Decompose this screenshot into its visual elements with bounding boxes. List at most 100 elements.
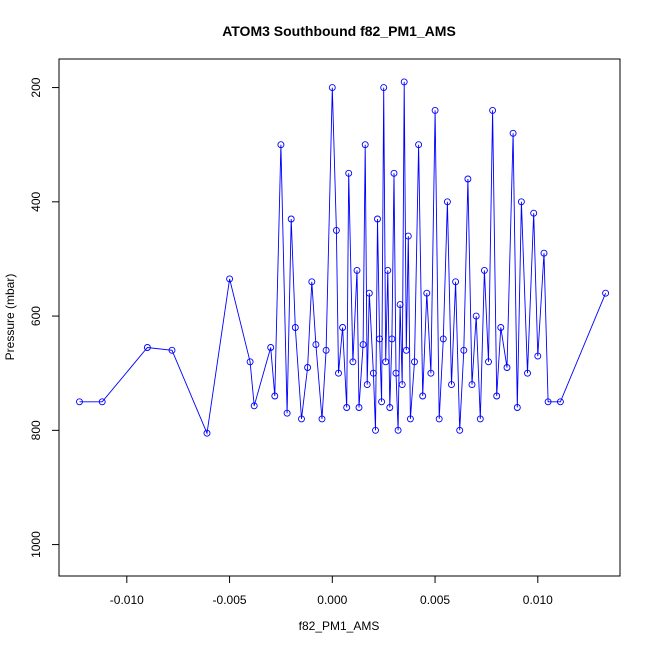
data-point	[443, 198, 451, 206]
data-point	[402, 346, 410, 354]
data-point	[345, 169, 353, 177]
data-point	[277, 141, 285, 149]
data-point	[423, 289, 431, 297]
x-tick-label: 0.000	[317, 593, 347, 607]
data-point	[415, 141, 423, 149]
x-axis-label: f82_PM1_AMS	[299, 619, 380, 633]
y-tick-label: 1000	[29, 531, 43, 558]
data-point	[431, 106, 439, 114]
data-point	[343, 404, 351, 411]
data-point	[359, 341, 367, 349]
data-point	[304, 364, 312, 371]
data-point	[404, 232, 412, 240]
data-point	[369, 369, 377, 377]
data-point	[226, 275, 234, 283]
data-point	[143, 344, 151, 351]
data-point	[376, 335, 384, 343]
data-point	[339, 324, 347, 331]
data-point	[398, 381, 406, 389]
data-point	[298, 415, 305, 423]
data-point	[374, 215, 381, 223]
axes-layer: -0.010 -0.005 0.000 0.005 0.010 200 400 600 800 1…	[29, 77, 553, 607]
data-point	[291, 324, 299, 331]
data-point	[267, 344, 275, 351]
data-point	[464, 175, 472, 183]
data-point	[271, 392, 279, 400]
data-point	[318, 415, 326, 423]
data-point	[388, 335, 396, 343]
chart-title: ATOM3 Southbound f82_PM1_AMS	[222, 23, 456, 39]
data-point	[308, 278, 316, 286]
data-point	[602, 289, 610, 297]
data-point	[489, 106, 497, 114]
data-point	[203, 429, 211, 437]
data-point	[335, 369, 342, 377]
data-point	[439, 335, 447, 343]
data-point	[322, 346, 330, 354]
data-point	[76, 398, 83, 406]
data-point	[497, 324, 505, 331]
data-point	[468, 381, 476, 389]
data-point	[287, 215, 295, 223]
data-point	[534, 352, 542, 360]
data-point	[452, 278, 460, 286]
data-point	[98, 398, 106, 406]
data-point	[480, 266, 488, 274]
data-point	[540, 249, 548, 257]
data-point	[485, 358, 492, 366]
data-point	[394, 426, 402, 434]
data-point	[400, 78, 408, 86]
data-point	[503, 364, 511, 371]
data-point	[517, 198, 525, 206]
x-tick-label: -0.010	[110, 593, 144, 607]
data-point	[460, 346, 468, 354]
x-tick-label: -0.005	[213, 593, 247, 607]
data-point	[456, 426, 464, 434]
data-point	[378, 398, 386, 406]
y-axis-label: Pressure (mbar)	[3, 274, 17, 361]
y-tick-label: 400	[29, 191, 43, 211]
x-tick-label: 0.010	[523, 593, 553, 607]
data-point	[382, 358, 390, 366]
data-point	[283, 409, 291, 417]
plot-frame	[58, 58, 621, 577]
series-layer	[76, 78, 610, 437]
data-point	[493, 392, 501, 400]
data-point	[353, 266, 361, 274]
data-point	[390, 169, 398, 177]
data-point	[476, 415, 484, 423]
data-point	[435, 415, 443, 423]
data-point	[312, 341, 320, 349]
data-point	[556, 398, 564, 406]
data-point	[513, 404, 521, 411]
data-point	[380, 84, 388, 92]
data-point	[363, 381, 371, 389]
data-point	[472, 312, 480, 320]
y-tick-label: 600	[29, 306, 43, 326]
y-tick-label: 800	[29, 420, 43, 440]
data-point	[384, 266, 392, 274]
data-point	[332, 226, 340, 234]
data-point	[250, 402, 258, 410]
series-line	[79, 81, 607, 435]
x-tick-label: 0.005	[420, 593, 450, 607]
data-point	[406, 415, 414, 423]
data-point	[168, 346, 176, 354]
y-tick-label: 200	[29, 77, 43, 97]
data-point	[448, 381, 455, 389]
data-point	[530, 209, 538, 217]
data-point	[524, 369, 531, 377]
data-point	[355, 404, 363, 411]
data-point	[328, 84, 336, 92]
data-point	[365, 289, 373, 297]
series-group	[76, 78, 610, 437]
data-point	[372, 426, 379, 434]
data-point	[544, 398, 552, 406]
data-point	[386, 404, 394, 411]
data-point	[427, 369, 435, 377]
data-point	[396, 301, 404, 309]
data-point	[349, 358, 357, 366]
